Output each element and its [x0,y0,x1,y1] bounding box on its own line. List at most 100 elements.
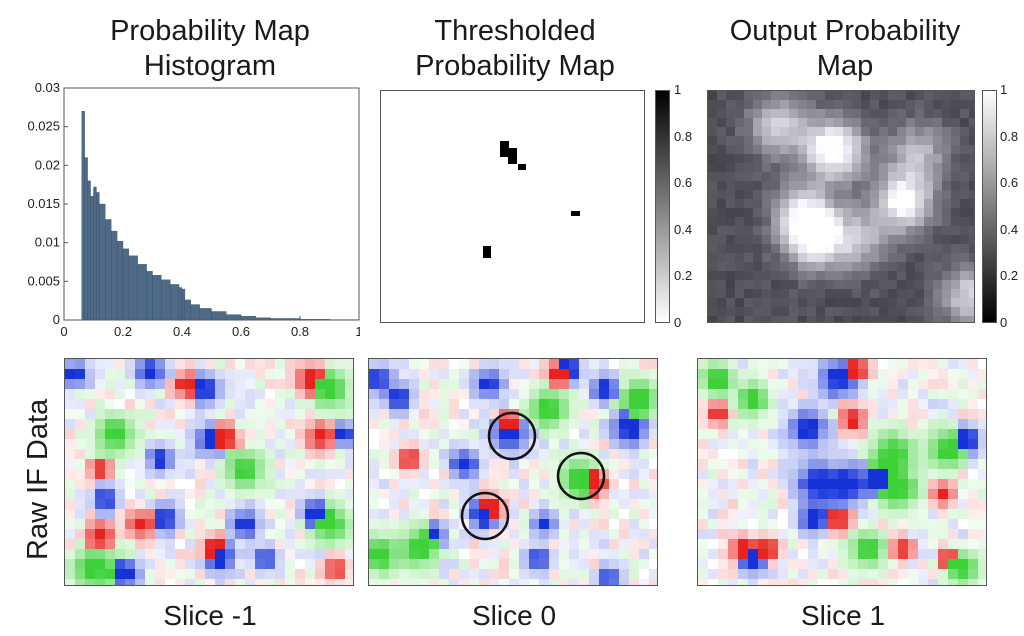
if-pixel [968,449,978,459]
probability-cell [906,244,915,253]
if-pixel [479,399,489,409]
if-pixel [499,489,509,499]
if-pixel [738,469,748,479]
if-pixel [255,529,265,539]
if-pixel [449,449,459,459]
probability-cell [744,172,753,181]
probability-cell [852,172,861,181]
if-pixel [459,439,469,449]
if-pixel [589,539,599,549]
if-pixel [788,399,798,409]
probability-cell [825,280,834,289]
if-pixel [419,539,429,549]
if-pixel [619,429,629,439]
if-pixel [968,489,978,499]
if-pixel [115,499,125,509]
if-pixel [75,379,85,389]
if-pixel [459,429,469,439]
if-pixel [429,499,439,509]
if-pixel [698,429,708,439]
if-pixel [275,399,285,409]
probability-cell [762,118,771,127]
if-pixel [325,399,335,409]
if-pixel [848,389,858,399]
if-pixel [748,549,758,559]
if-pixel [579,519,589,529]
probability-cell [933,100,942,109]
probability-cell [834,253,843,262]
if-pixel [898,379,908,389]
if-pixel [315,419,325,429]
if-pixel [469,459,479,469]
if-pixel [205,559,215,569]
if-pixel [928,529,938,539]
if-pixel [748,559,758,569]
if-pixel [145,479,155,489]
if-pixel [519,539,529,549]
if-pixel [305,379,315,389]
if-pixel [75,439,85,449]
if-pixel [708,409,718,419]
if-pixel [708,429,718,439]
if-pixel [858,479,868,489]
probability-cell [951,316,960,322]
if-pixel [315,569,325,579]
if-pixel [539,579,549,585]
if-pixel [449,569,459,579]
histogram-title: Probability Map Histogram [110,15,310,82]
probability-cell [735,181,744,190]
if-pixel [559,499,569,509]
if-pixel [75,509,85,519]
if-pixel [479,379,489,389]
probability-cell [735,190,744,199]
probability-cell [825,217,834,226]
if-pixel [559,469,569,479]
if-pixel [639,409,649,419]
if-pixel [459,539,469,549]
if-pixel [469,579,479,585]
if-pixel [579,549,589,559]
probability-cell [924,145,933,154]
colorbar-tick-label: 0 [1000,315,1008,330]
if-pixel [908,469,918,479]
probability-cell [843,298,852,307]
if-pixel [958,559,968,569]
probability-cell [879,298,888,307]
probability-cell [879,136,888,145]
probability-cell [951,199,960,208]
if-pixel [285,399,295,409]
probability-cell [834,307,843,316]
if-pixel [399,519,409,529]
if-pixel [95,479,105,489]
probability-cell [951,262,960,271]
if-pixel [245,519,255,529]
probability-cell [906,208,915,217]
if-pixel [95,489,105,499]
probability-cell [735,91,744,100]
if-pixel [489,559,499,569]
if-pixel [599,549,609,559]
if-pixel [529,399,539,409]
if-pixel [255,469,265,479]
if-pixel [968,519,978,529]
if-pixel [629,409,639,419]
if-pixel [125,439,135,449]
if-pixel [978,509,986,519]
if-pixel [325,499,335,509]
if-pixel [948,529,958,539]
if-pixel [898,559,908,569]
if-pixel [369,549,379,559]
probability-cell [816,307,825,316]
if-pixel [295,579,305,585]
if-pixel [155,379,165,389]
if-pixel [235,509,245,519]
probability-cell [879,208,888,217]
if-pixel [175,409,185,419]
probability-cell [897,307,906,316]
probability-cell [753,118,762,127]
probability-cell [915,235,924,244]
if-pixel [718,559,728,569]
if-pixel [369,419,379,429]
if-pixel [429,429,439,439]
if-pixel [155,369,165,379]
